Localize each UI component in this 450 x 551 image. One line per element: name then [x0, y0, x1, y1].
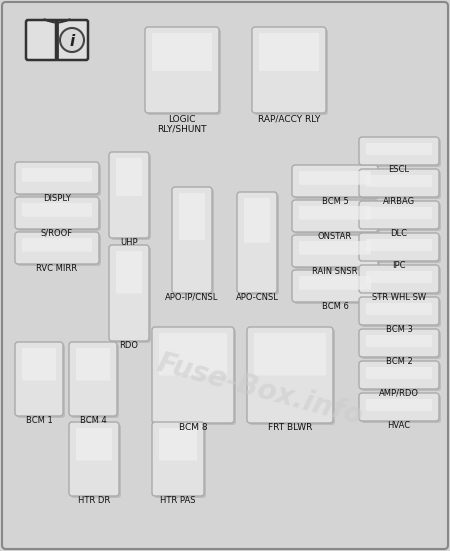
- FancyBboxPatch shape: [366, 303, 432, 315]
- FancyBboxPatch shape: [109, 152, 149, 238]
- FancyBboxPatch shape: [299, 206, 371, 220]
- FancyBboxPatch shape: [254, 29, 328, 115]
- FancyBboxPatch shape: [17, 234, 101, 266]
- FancyBboxPatch shape: [145, 27, 219, 113]
- FancyBboxPatch shape: [359, 361, 439, 389]
- Text: S/ROOF: S/ROOF: [41, 229, 73, 238]
- FancyBboxPatch shape: [359, 393, 439, 421]
- FancyBboxPatch shape: [22, 168, 92, 182]
- FancyBboxPatch shape: [299, 171, 371, 185]
- FancyBboxPatch shape: [294, 272, 380, 304]
- FancyBboxPatch shape: [17, 199, 101, 231]
- Text: RVC MIRR: RVC MIRR: [36, 264, 77, 273]
- FancyBboxPatch shape: [299, 241, 371, 255]
- FancyBboxPatch shape: [361, 267, 441, 295]
- FancyBboxPatch shape: [359, 233, 439, 261]
- FancyBboxPatch shape: [71, 344, 119, 418]
- FancyBboxPatch shape: [152, 327, 234, 423]
- FancyBboxPatch shape: [152, 422, 204, 496]
- FancyBboxPatch shape: [237, 192, 277, 293]
- FancyBboxPatch shape: [22, 238, 92, 252]
- FancyBboxPatch shape: [366, 207, 432, 219]
- Text: BCM 1: BCM 1: [26, 416, 52, 425]
- FancyBboxPatch shape: [361, 203, 441, 231]
- FancyBboxPatch shape: [76, 428, 112, 461]
- FancyBboxPatch shape: [366, 399, 432, 411]
- FancyBboxPatch shape: [359, 201, 439, 229]
- Text: Fuse-Box.info: Fuse-Box.info: [154, 349, 366, 431]
- FancyBboxPatch shape: [159, 333, 227, 375]
- Text: BCM 2: BCM 2: [386, 357, 412, 366]
- FancyBboxPatch shape: [76, 348, 110, 381]
- FancyBboxPatch shape: [292, 270, 378, 302]
- FancyBboxPatch shape: [17, 344, 65, 418]
- FancyBboxPatch shape: [366, 143, 432, 155]
- FancyBboxPatch shape: [294, 202, 380, 234]
- FancyBboxPatch shape: [366, 239, 432, 251]
- FancyBboxPatch shape: [71, 424, 121, 498]
- Text: RAP/ACCY RLY: RAP/ACCY RLY: [258, 115, 320, 124]
- Text: DISPLY: DISPLY: [43, 194, 71, 203]
- Text: HVAC: HVAC: [387, 421, 410, 430]
- Text: STR WHL SW: STR WHL SW: [372, 293, 426, 302]
- FancyBboxPatch shape: [15, 197, 99, 229]
- FancyBboxPatch shape: [366, 175, 432, 187]
- FancyBboxPatch shape: [292, 235, 378, 267]
- FancyBboxPatch shape: [116, 158, 142, 196]
- Text: RDO: RDO: [120, 341, 139, 350]
- Text: UHP: UHP: [120, 238, 138, 247]
- Text: HTR PAS: HTR PAS: [160, 496, 196, 505]
- Text: IPC: IPC: [392, 261, 406, 270]
- FancyBboxPatch shape: [361, 363, 441, 391]
- FancyBboxPatch shape: [361, 139, 441, 167]
- FancyBboxPatch shape: [292, 200, 378, 232]
- FancyBboxPatch shape: [159, 428, 197, 461]
- FancyBboxPatch shape: [239, 194, 279, 295]
- FancyBboxPatch shape: [179, 193, 205, 240]
- FancyBboxPatch shape: [366, 335, 432, 347]
- FancyBboxPatch shape: [172, 187, 212, 293]
- Text: ESCL: ESCL: [388, 165, 410, 174]
- FancyBboxPatch shape: [22, 348, 56, 381]
- FancyBboxPatch shape: [247, 327, 333, 423]
- Circle shape: [60, 28, 84, 52]
- FancyBboxPatch shape: [294, 167, 380, 199]
- FancyBboxPatch shape: [361, 395, 441, 423]
- FancyBboxPatch shape: [109, 245, 149, 341]
- FancyBboxPatch shape: [17, 164, 101, 196]
- Text: RAIN SNSR: RAIN SNSR: [312, 267, 358, 276]
- FancyBboxPatch shape: [359, 265, 439, 293]
- Text: BCM 5: BCM 5: [322, 197, 348, 206]
- FancyBboxPatch shape: [26, 20, 58, 60]
- Text: HTR DR: HTR DR: [78, 496, 110, 505]
- FancyBboxPatch shape: [361, 299, 441, 327]
- FancyBboxPatch shape: [361, 235, 441, 263]
- FancyBboxPatch shape: [111, 154, 151, 240]
- Text: APO-IP/CNSL: APO-IP/CNSL: [165, 293, 219, 302]
- FancyBboxPatch shape: [111, 247, 151, 343]
- FancyBboxPatch shape: [56, 20, 88, 60]
- FancyBboxPatch shape: [15, 232, 99, 264]
- FancyBboxPatch shape: [244, 198, 270, 243]
- FancyBboxPatch shape: [259, 33, 319, 71]
- FancyBboxPatch shape: [294, 237, 380, 269]
- Text: i: i: [69, 34, 75, 48]
- FancyBboxPatch shape: [366, 367, 432, 379]
- FancyBboxPatch shape: [69, 422, 119, 496]
- FancyBboxPatch shape: [15, 162, 99, 194]
- Text: AIRBAG: AIRBAG: [383, 197, 415, 206]
- FancyBboxPatch shape: [69, 342, 117, 416]
- FancyBboxPatch shape: [249, 329, 335, 425]
- Text: APO-CNSL: APO-CNSL: [235, 293, 279, 302]
- FancyBboxPatch shape: [116, 251, 142, 294]
- Text: LOGIC
RLY/SHUNT: LOGIC RLY/SHUNT: [157, 115, 207, 133]
- FancyBboxPatch shape: [252, 27, 326, 113]
- FancyBboxPatch shape: [15, 342, 63, 416]
- FancyBboxPatch shape: [361, 171, 441, 199]
- FancyBboxPatch shape: [254, 333, 326, 375]
- Text: ONSTAR: ONSTAR: [318, 232, 352, 241]
- FancyBboxPatch shape: [359, 329, 439, 357]
- Text: AMP/RDO: AMP/RDO: [379, 389, 419, 398]
- FancyBboxPatch shape: [366, 271, 432, 283]
